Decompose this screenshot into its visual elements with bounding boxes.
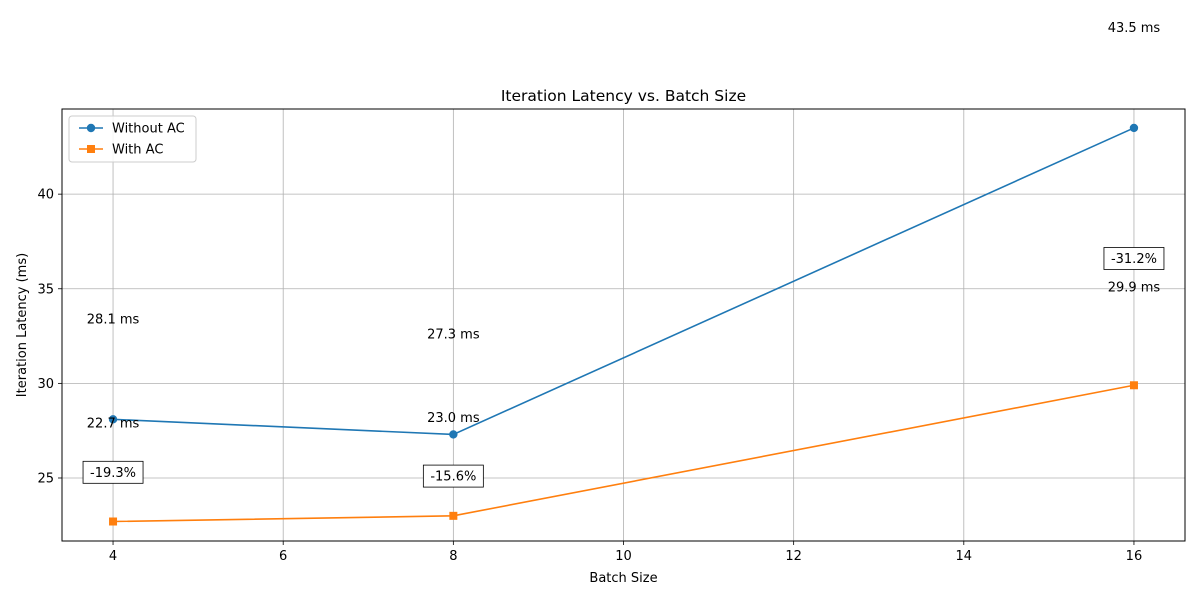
data-point-with-ac: [109, 517, 118, 526]
y-tick-label: 40: [37, 188, 54, 203]
data-point-without-ac: [449, 430, 458, 439]
percent-change-label: -31.2%: [1111, 252, 1157, 267]
x-tick-label: 10: [615, 549, 632, 564]
value-label: 23.0 ms: [427, 411, 480, 426]
percent-change-box: [422, 464, 484, 488]
value-label: 28.1 ms: [87, 313, 140, 328]
y-tick-label: 30: [37, 377, 54, 392]
legend-marker-with-ac: [87, 145, 95, 153]
x-tick-label: 8: [449, 549, 457, 564]
percent-change-box: [1103, 247, 1165, 270]
grid-lines: [62, 109, 1185, 541]
data-point-without-ac: [1129, 123, 1139, 133]
y-tick-label: 25: [37, 471, 54, 486]
legend-label-with-ac: With AC: [112, 143, 163, 158]
x-tick-label: 6: [279, 549, 287, 564]
data-point-with-ac: [449, 511, 458, 520]
percent-change-label: -15.6%: [430, 470, 476, 485]
x-tick-label: 4: [109, 549, 117, 564]
data-point-without-ac: [108, 415, 118, 424]
y-axis-label: Iteration Latency (ms): [15, 253, 30, 397]
percent-change-label: -19.3%: [90, 466, 136, 481]
x-axis-label: Batch Size: [589, 571, 657, 586]
legend-label-without-ac: Without AC: [112, 122, 185, 137]
x-tick-label: 12: [785, 549, 802, 564]
value-label: 43.5 ms: [1108, 21, 1161, 36]
percent-change-box: [82, 460, 144, 484]
legend: Without AC With AC: [68, 115, 197, 163]
legend-marker-without-ac: [86, 123, 96, 133]
axis-ticks: 4 6 8 10 12 14 16 25 30 35 40: [37, 188, 1142, 564]
chart-title: Iteration Latency vs. Batch Size: [501, 87, 746, 105]
x-tick-label: 14: [956, 549, 973, 564]
value-label: 27.3 ms: [427, 328, 480, 343]
value-label: 29.9 ms: [1108, 280, 1161, 295]
data-labels: 28.1 ms 27.3 ms 43.5 ms 22.7 ms 23.0 ms 29.9 …: [82, 21, 1165, 488]
data-point-with-ac: [1129, 381, 1138, 390]
value-label: 22.7 ms: [87, 417, 140, 432]
x-tick-label: 16: [1126, 549, 1143, 564]
series-group: [108, 123, 1139, 526]
y-tick-label: 35: [37, 282, 54, 297]
